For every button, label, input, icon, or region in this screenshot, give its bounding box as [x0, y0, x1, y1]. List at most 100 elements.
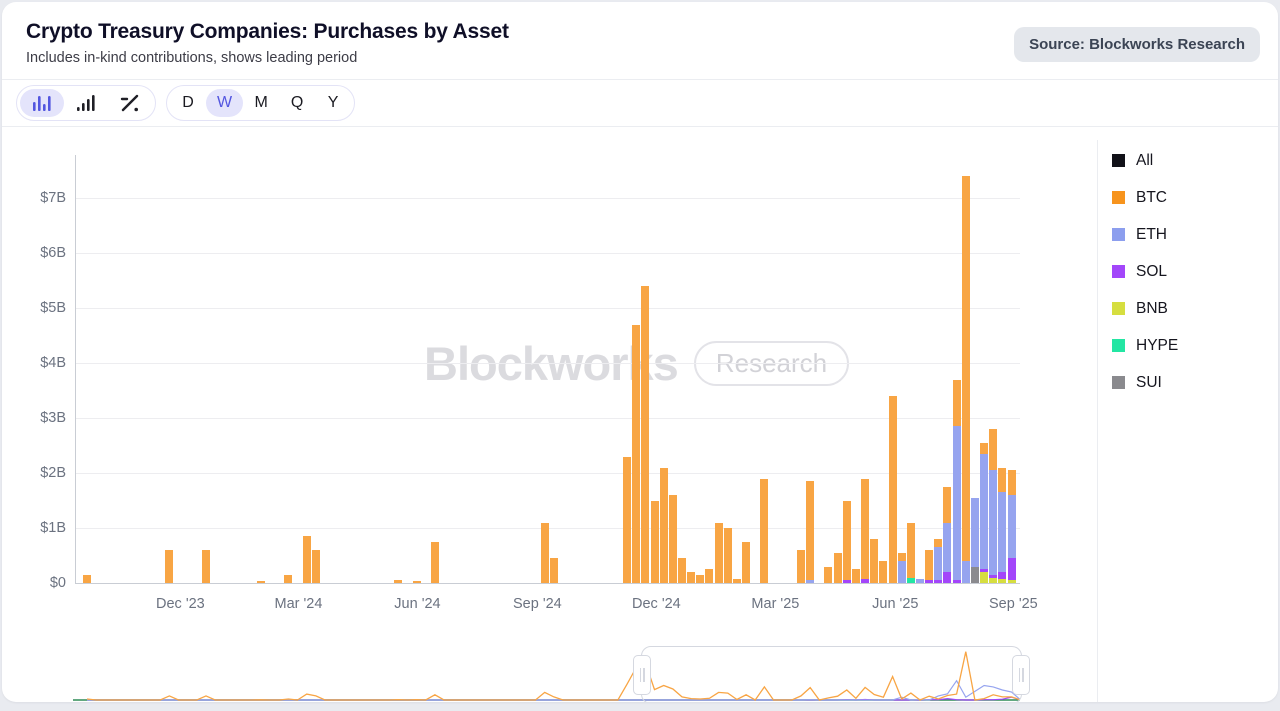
x-axis-label: Jun '24: [394, 596, 441, 612]
bar-week-9[interactable]: [165, 550, 174, 583]
legend-item-sol[interactable]: SOL: [1112, 262, 1178, 281]
bar-week-19[interactable]: [256, 581, 265, 583]
bar-week-59[interactable]: [623, 456, 632, 583]
bar-week-0[interactable]: [83, 574, 91, 583]
bar-segment-btc: [943, 486, 952, 523]
legend-item-btc[interactable]: BTC: [1112, 188, 1178, 207]
bar-week-68[interactable]: [705, 569, 714, 583]
bar-week-99[interactable]: [989, 429, 998, 583]
bar-segment-btc: [284, 574, 293, 583]
bar-week-79[interactable]: [806, 481, 815, 583]
bar-week-24[interactable]: [302, 536, 311, 583]
bar-week-66[interactable]: [687, 572, 696, 583]
bar-week-51[interactable]: [549, 558, 558, 583]
bar-segment-sol: [842, 580, 851, 583]
bar-week-89[interactable]: [897, 552, 906, 583]
bar-segment-sol: [861, 579, 870, 583]
bar-week-94[interactable]: [943, 486, 952, 583]
bar-week-96[interactable]: [961, 176, 970, 583]
legend-item-eth[interactable]: ETH: [1112, 225, 1178, 244]
bar-week-36[interactable]: [412, 580, 421, 583]
bar-segment-hype: [906, 577, 915, 583]
bar-week-97[interactable]: [970, 497, 979, 583]
y-axis-label: $5B: [40, 300, 66, 316]
period-button-q[interactable]: Q: [279, 89, 315, 117]
percent-change-button[interactable]: [108, 89, 152, 117]
bar-segment-sol: [943, 572, 952, 583]
bar-week-100[interactable]: [998, 467, 1007, 583]
brush-handle-right[interactable]: [1012, 655, 1030, 695]
bar-week-70[interactable]: [723, 528, 732, 583]
bar-segment-btc: [961, 176, 970, 561]
sol-swatch: [1112, 265, 1125, 278]
bar-week-86[interactable]: [870, 539, 879, 583]
legend-item-bnb[interactable]: BNB: [1112, 299, 1178, 318]
ascending-bars-icon: [77, 95, 95, 111]
hype-swatch: [1112, 339, 1125, 352]
minimap-brush-window[interactable]: [641, 646, 1022, 702]
bar-week-71[interactable]: [732, 579, 741, 583]
bar-segment-btc: [623, 456, 632, 583]
bar-segment-btc: [430, 541, 439, 583]
bar-week-50[interactable]: [540, 522, 549, 583]
bar-week-67[interactable]: [696, 574, 705, 583]
legend-item-hype[interactable]: HYPE: [1112, 336, 1178, 355]
bar-week-85[interactable]: [861, 478, 870, 583]
period-button-d[interactable]: D: [170, 89, 206, 117]
bar-week-63[interactable]: [659, 467, 668, 583]
bar-week-38[interactable]: [430, 541, 439, 583]
period-button-y[interactable]: Y: [315, 89, 351, 117]
bar-week-64[interactable]: [668, 495, 677, 583]
bar-week-72[interactable]: [742, 541, 751, 583]
legend-label: HYPE: [1136, 336, 1179, 354]
bar-week-61[interactable]: [641, 286, 650, 583]
bar-segment-btc: [412, 580, 421, 583]
btc-swatch: [1112, 191, 1125, 204]
bar-week-87[interactable]: [879, 561, 888, 583]
bar-week-34[interactable]: [394, 580, 403, 583]
bar-week-81[interactable]: [824, 566, 833, 583]
bar-segment-btc: [861, 478, 870, 580]
bar-segment-btc: [705, 569, 714, 583]
bar-week-101[interactable]: [1007, 470, 1016, 583]
grouped-bars-button[interactable]: [20, 89, 64, 117]
bar-week-82[interactable]: [833, 552, 842, 583]
bar-week-84[interactable]: [851, 569, 860, 583]
bar-segment-btc: [650, 500, 659, 583]
x-axis-label: Mar '25: [751, 596, 800, 612]
bar-week-88[interactable]: [888, 396, 897, 583]
bar-week-78[interactable]: [797, 550, 805, 583]
bar-segment-sol: [998, 572, 1007, 579]
stacked-bars-button[interactable]: [64, 89, 108, 117]
bar-week-91[interactable]: [916, 579, 924, 583]
bar-week-74[interactable]: [760, 478, 769, 583]
legend-item-sui[interactable]: SUI: [1112, 373, 1178, 392]
bar-segment-eth: [916, 579, 924, 583]
bar-week-13[interactable]: [202, 550, 210, 583]
bar-segment-btc: [659, 467, 668, 583]
bar-week-62[interactable]: [650, 500, 659, 583]
bar-week-98[interactable]: [980, 442, 989, 583]
bar-segment-btc: [714, 522, 723, 583]
bar-segment-eth: [998, 492, 1007, 573]
legend-label: BNB: [1136, 299, 1168, 317]
bar-week-93[interactable]: [934, 539, 943, 583]
bar-week-69[interactable]: [714, 522, 723, 583]
bar-week-90[interactable]: [906, 522, 915, 583]
bar-segment-bnb: [989, 577, 998, 583]
bar-week-22[interactable]: [284, 574, 293, 583]
legend-label: SOL: [1136, 262, 1168, 280]
bar-week-60[interactable]: [632, 324, 641, 583]
period-button-w[interactable]: W: [206, 89, 244, 117]
brush-handle-left[interactable]: [633, 655, 652, 695]
bar-week-83[interactable]: [842, 500, 851, 583]
bar-week-25[interactable]: [311, 550, 320, 583]
bar-week-92[interactable]: [925, 550, 934, 583]
bar-segment-btc: [311, 550, 320, 583]
period-button-m[interactable]: M: [243, 89, 279, 117]
bar-segment-bnb: [998, 578, 1007, 583]
legend-item-all[interactable]: All: [1112, 151, 1178, 170]
bar-week-65[interactable]: [678, 558, 686, 583]
bar-week-95[interactable]: [952, 379, 961, 583]
